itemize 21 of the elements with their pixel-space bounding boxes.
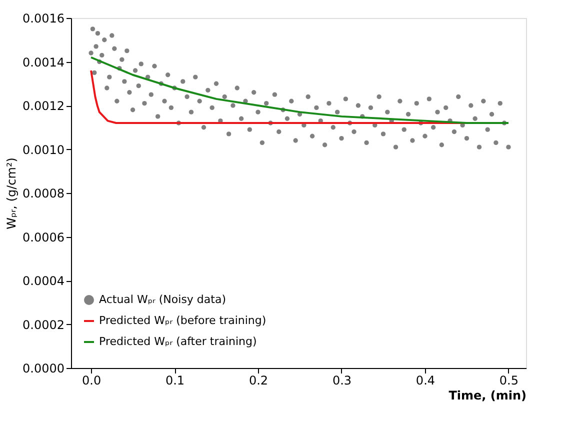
y-tick-label: 0.0012 bbox=[22, 99, 64, 113]
x-tick-label: 0.3 bbox=[332, 374, 352, 388]
y-tick-label: 0.0010 bbox=[22, 142, 64, 157]
y-axis-title: Wₚᵣ, (g/cm²) bbox=[4, 158, 19, 230]
legend-label: Predicted Wₚᵣ (before training) bbox=[99, 314, 266, 327]
x-tick-label: 0.1 bbox=[165, 374, 185, 388]
legend-label: Predicted Wₚᵣ (after training) bbox=[99, 335, 257, 348]
y-tick-label: 0.0016 bbox=[22, 12, 64, 26]
x-tick-label: 0.4 bbox=[416, 374, 436, 388]
line-series bbox=[90, 56, 510, 124]
x-tick-label: 0.0 bbox=[82, 374, 102, 388]
x-axis-title: Time, (min) bbox=[448, 388, 526, 402]
y-tick-label: 0.0014 bbox=[22, 55, 64, 70]
y-tick-label: 0.0008 bbox=[22, 186, 64, 200]
y-tick-label: 0.0006 bbox=[22, 230, 64, 244]
legend-label: Actual Wₚᵣ (Noisy data) bbox=[99, 293, 226, 306]
y-tick-label: 0.0004 bbox=[22, 274, 64, 288]
y-tick-label: 0.0002 bbox=[22, 318, 64, 332]
y-tick-label: 0.0000 bbox=[22, 362, 64, 376]
x-tick-label: 0.5 bbox=[499, 374, 519, 388]
x-tick-label: 0.2 bbox=[248, 374, 268, 388]
